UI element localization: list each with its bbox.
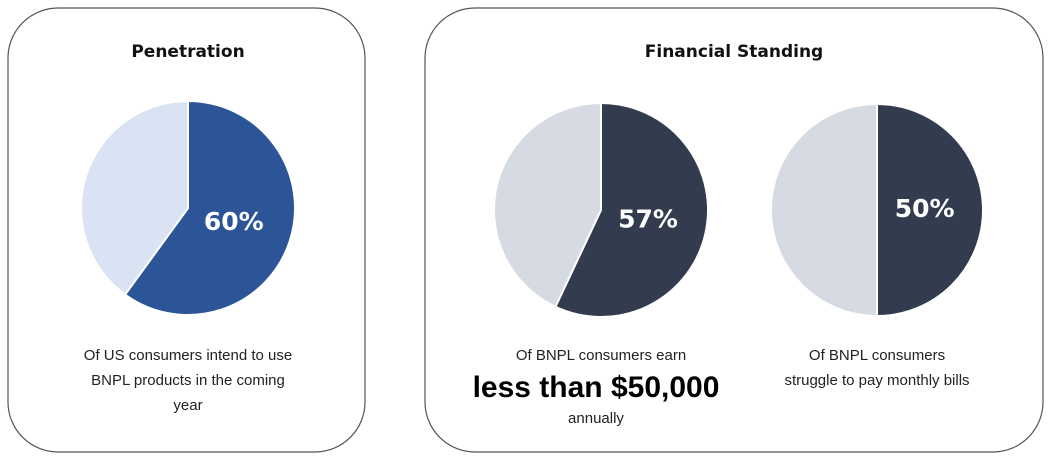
value-label: 60% bbox=[204, 207, 264, 236]
caption: annually bbox=[568, 410, 624, 427]
pie-slice bbox=[80, 99, 189, 296]
caption: BNPL products in the coming bbox=[91, 372, 285, 389]
pie-slice bbox=[554, 101, 709, 318]
caption: struggle to pay monthly bills bbox=[784, 372, 969, 389]
panel-title: Penetration bbox=[131, 42, 244, 62]
pie-slice bbox=[876, 102, 984, 318]
caption: Of BNPL consumers earn bbox=[516, 347, 686, 364]
caption-emphasis: less than $50,000 bbox=[473, 371, 720, 404]
pie-slice bbox=[493, 101, 602, 309]
panel-title: Financial Standing bbox=[645, 42, 823, 62]
caption: Of US consumers intend to use bbox=[84, 347, 292, 364]
pie-slice bbox=[123, 99, 296, 316]
value-label: 57% bbox=[618, 205, 678, 234]
caption: year bbox=[173, 397, 202, 414]
pie-slice bbox=[770, 102, 878, 318]
value-label: 50% bbox=[895, 194, 955, 223]
caption: Of BNPL consumers bbox=[809, 347, 945, 364]
